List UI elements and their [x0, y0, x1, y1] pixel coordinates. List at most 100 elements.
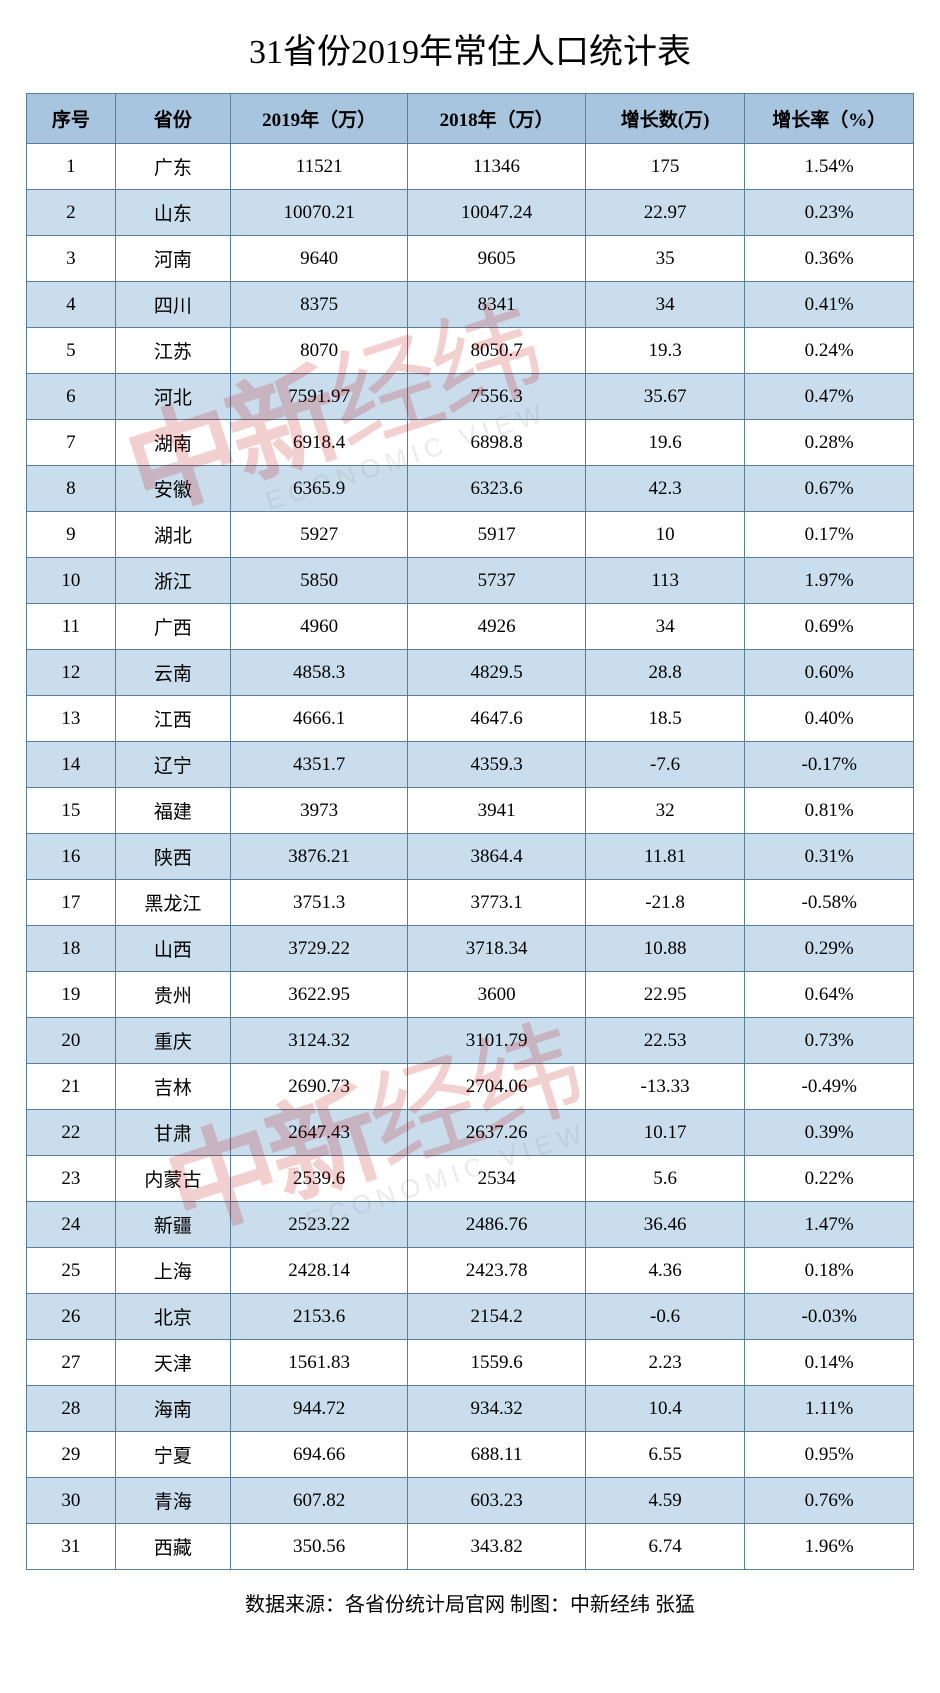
table-cell: 4.59	[585, 1478, 745, 1524]
table-cell: 1559.6	[408, 1340, 585, 1386]
table-cell: 9605	[408, 236, 585, 282]
table-cell: 18	[27, 926, 116, 972]
table-cell: 天津	[115, 1340, 230, 1386]
table-cell: 21	[27, 1064, 116, 1110]
table-cell: 广东	[115, 144, 230, 190]
page-title: 31省份2019年常住人口统计表	[26, 24, 914, 73]
population-table: 序号 省份 2019年（万） 2018年（万） 增长数(万) 增长率（%） 1广…	[26, 93, 914, 1570]
table-cell: 0.64%	[745, 972, 914, 1018]
table-row: 29宁夏694.66688.116.550.95%	[27, 1432, 914, 1478]
col-2019: 2019年（万）	[230, 94, 407, 144]
table-cell: 0.40%	[745, 696, 914, 742]
table-cell: 26	[27, 1294, 116, 1340]
table-cell: 8375	[230, 282, 407, 328]
table-cell: 6.55	[585, 1432, 745, 1478]
table-row: 2山东10070.2110047.2422.970.23%	[27, 190, 914, 236]
table-cell: 3876.21	[230, 834, 407, 880]
table-cell: 湖南	[115, 420, 230, 466]
table-cell: 10.17	[585, 1110, 745, 1156]
table-cell: 32	[585, 788, 745, 834]
table-row: 27天津1561.831559.62.230.14%	[27, 1340, 914, 1386]
table-cell: 10.88	[585, 926, 745, 972]
table-cell: 0.41%	[745, 282, 914, 328]
table-cell: 20	[27, 1018, 116, 1064]
table-row: 4四川83758341340.41%	[27, 282, 914, 328]
table-cell: 3	[27, 236, 116, 282]
table-row: 21吉林2690.732704.06-13.33-0.49%	[27, 1064, 914, 1110]
table-row: 13江西4666.14647.618.50.40%	[27, 696, 914, 742]
table-cell: 0.47%	[745, 374, 914, 420]
table-row: 6河北7591.977556.335.670.47%	[27, 374, 914, 420]
table-cell: 36.46	[585, 1202, 745, 1248]
table-cell: 0.76%	[745, 1478, 914, 1524]
table-cell: 4359.3	[408, 742, 585, 788]
table-cell: 3718.34	[408, 926, 585, 972]
table-cell: 6898.8	[408, 420, 585, 466]
table-cell: 辽宁	[115, 742, 230, 788]
table-cell: 2539.6	[230, 1156, 407, 1202]
table-cell: -0.03%	[745, 1294, 914, 1340]
table-row: 10浙江585057371131.97%	[27, 558, 914, 604]
table-cell: 9	[27, 512, 116, 558]
table-cell: 4666.1	[230, 696, 407, 742]
table-row: 9湖北59275917100.17%	[27, 512, 914, 558]
table-cell: 3773.1	[408, 880, 585, 926]
table-row: 19贵州3622.95360022.950.64%	[27, 972, 914, 1018]
table-cell: 0.24%	[745, 328, 914, 374]
table-cell: 浙江	[115, 558, 230, 604]
table-cell: 8070	[230, 328, 407, 374]
table-cell: 6365.9	[230, 466, 407, 512]
table-cell: 4647.6	[408, 696, 585, 742]
table-cell: 四川	[115, 282, 230, 328]
table-cell: -21.8	[585, 880, 745, 926]
table-cell: 江苏	[115, 328, 230, 374]
table-cell: -0.58%	[745, 880, 914, 926]
table-row: 1广东11521113461751.54%	[27, 144, 914, 190]
table-cell: 2647.43	[230, 1110, 407, 1156]
table-cell: 3600	[408, 972, 585, 1018]
table-cell: 0.95%	[745, 1432, 914, 1478]
table-cell: 10	[585, 512, 745, 558]
table-cell: 甘肃	[115, 1110, 230, 1156]
table-cell: 0.39%	[745, 1110, 914, 1156]
table-cell: 0.31%	[745, 834, 914, 880]
table-cell: 4	[27, 282, 116, 328]
table-row: 12云南4858.34829.528.80.60%	[27, 650, 914, 696]
table-cell: 3622.95	[230, 972, 407, 1018]
table-cell: 4829.5	[408, 650, 585, 696]
table-row: 20重庆3124.323101.7922.530.73%	[27, 1018, 914, 1064]
table-cell: 944.72	[230, 1386, 407, 1432]
table-cell: 福建	[115, 788, 230, 834]
table-cell: 27	[27, 1340, 116, 1386]
table-cell: 5.6	[585, 1156, 745, 1202]
table-cell: 河南	[115, 236, 230, 282]
table-cell: 6.74	[585, 1524, 745, 1570]
table-cell: 343.82	[408, 1524, 585, 1570]
table-cell: 8050.7	[408, 328, 585, 374]
table-cell: 30	[27, 1478, 116, 1524]
table-cell: 23	[27, 1156, 116, 1202]
table-cell: 2154.2	[408, 1294, 585, 1340]
table-cell: 西藏	[115, 1524, 230, 1570]
table-cell: 29	[27, 1432, 116, 1478]
table-cell: 19	[27, 972, 116, 1018]
table-cell: -0.6	[585, 1294, 745, 1340]
table-cell: 22.53	[585, 1018, 745, 1064]
table-cell: 17	[27, 880, 116, 926]
table-cell: 0.23%	[745, 190, 914, 236]
table-cell: 内蒙古	[115, 1156, 230, 1202]
table-cell: -0.49%	[745, 1064, 914, 1110]
table-cell: 4351.7	[230, 742, 407, 788]
table-cell: 6	[27, 374, 116, 420]
footer-credit: 数据来源：各省份统计局官网 制图：中新经纬 张猛	[26, 1588, 914, 1617]
table-cell: 10	[27, 558, 116, 604]
table-cell: 2637.26	[408, 1110, 585, 1156]
table-cell: 2523.22	[230, 1202, 407, 1248]
table-cell: 2.23	[585, 1340, 745, 1386]
table-row: 24新疆2523.222486.7636.461.47%	[27, 1202, 914, 1248]
table-cell: 350.56	[230, 1524, 407, 1570]
table-header-row: 序号 省份 2019年（万） 2018年（万） 增长数(万) 增长率（%）	[27, 94, 914, 144]
table-cell: 0.29%	[745, 926, 914, 972]
table-cell: 1.47%	[745, 1202, 914, 1248]
table-cell: 35.67	[585, 374, 745, 420]
